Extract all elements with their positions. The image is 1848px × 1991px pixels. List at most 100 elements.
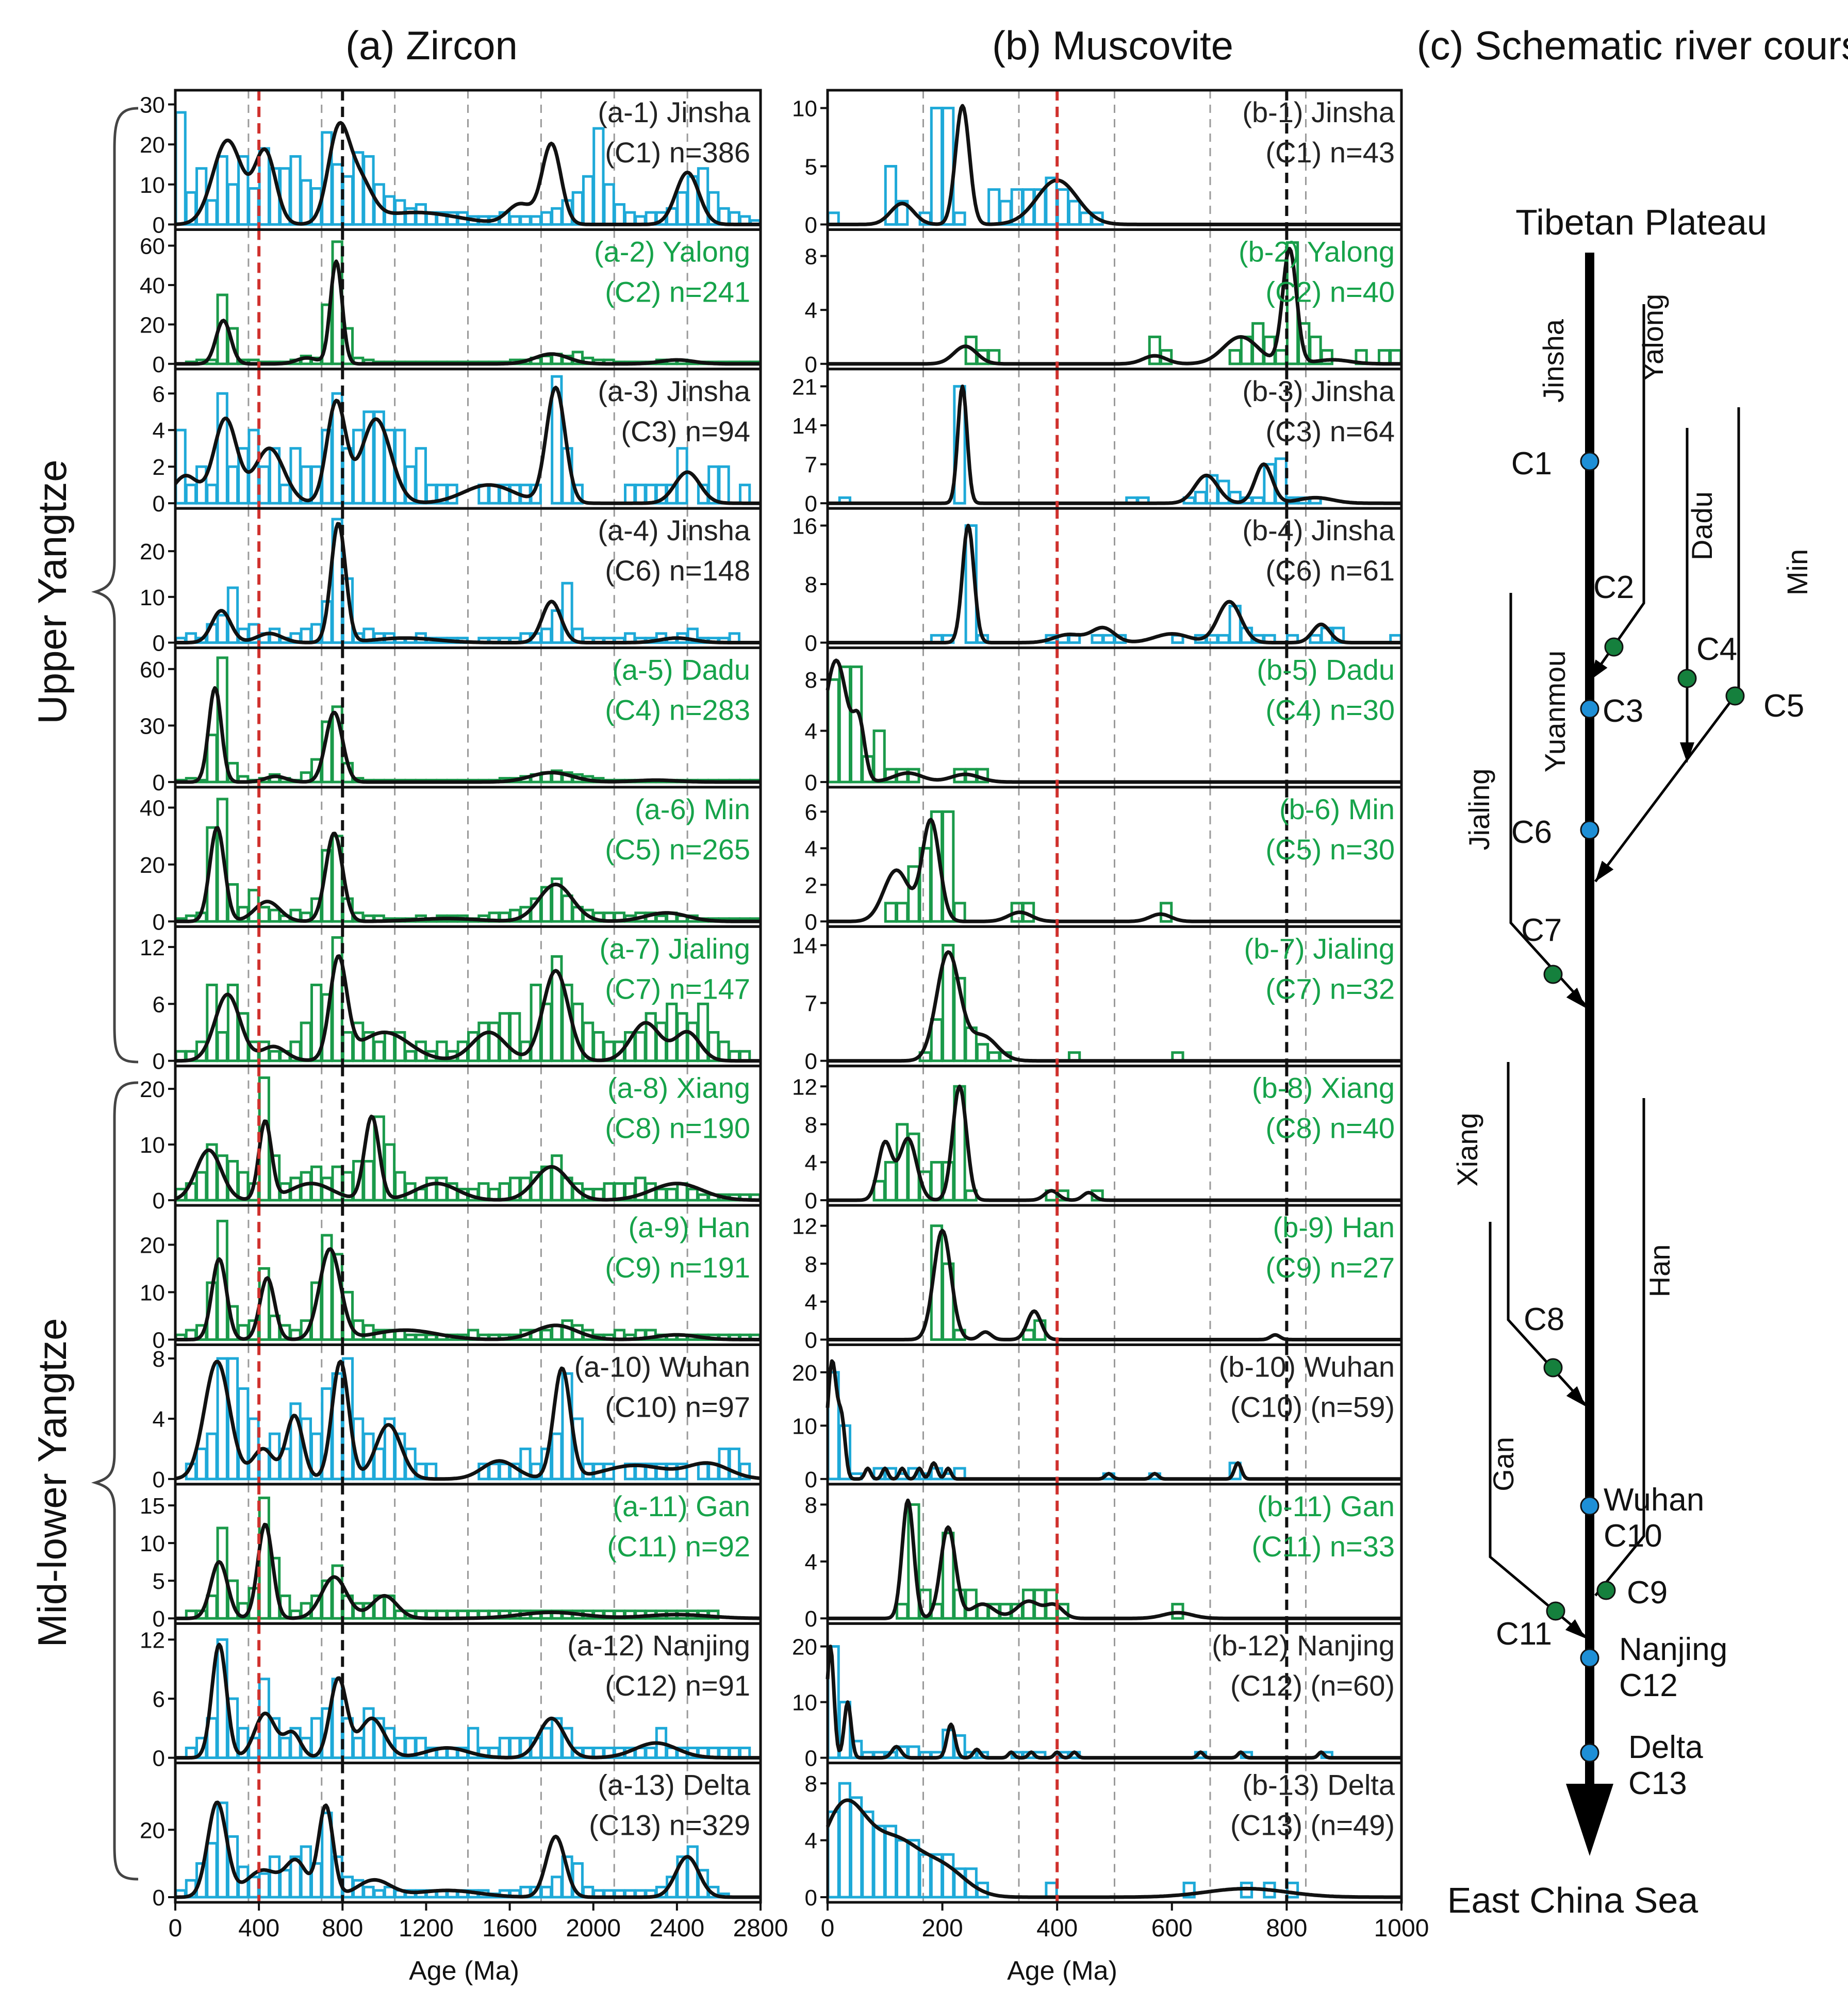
x-tick-label: 800 [1266, 1915, 1307, 1942]
histogram-bar [676, 447, 688, 505]
y-tick-label: 10 [140, 585, 165, 610]
histogram-bar [896, 1839, 909, 1899]
station-c3-marker[interactable] [1580, 699, 1599, 719]
histogram-bar [216, 1219, 228, 1341]
station-c10-marker[interactable] [1580, 1496, 1599, 1516]
histogram-bar [216, 155, 228, 226]
kde-curve [175, 1359, 761, 1481]
panel-sample-count: (C11) n=92 [607, 1530, 750, 1563]
panel-sample-count: (C7) n=32 [1265, 972, 1395, 1005]
histogram-bar [592, 1031, 605, 1063]
x-tick-label: 2000 [566, 1915, 621, 1942]
kde-curve [175, 1522, 761, 1620]
panel-label: (a-3) Jinsha [598, 375, 751, 407]
histogram-bar [1182, 1881, 1196, 1899]
station-c7-marker[interactable] [1543, 965, 1563, 984]
panel-label: (a-4) Jinsha [598, 514, 751, 546]
y-tick-label: 6 [153, 992, 165, 1017]
histogram-bar [258, 147, 270, 226]
jialing-arrowhead [1566, 987, 1586, 1008]
muscovite-title: (b) Muscovite [992, 23, 1233, 68]
y-tick-label: 7 [805, 991, 817, 1017]
y-tick-label: 0 [805, 1885, 817, 1911]
gan-river [1489, 1222, 1587, 1638]
trunk-arrowhead [1566, 1784, 1613, 1856]
y-tick-label: 20 [140, 1233, 165, 1258]
station-c12-marker[interactable] [1580, 1648, 1599, 1668]
histogram-bar [373, 1889, 385, 1899]
group-labels: Upper Yangtze Mid-lower Yangtze [29, 107, 139, 1881]
histogram-bar [425, 1333, 438, 1341]
panel-a-8: 0 10 20 (a-8) Xiang (C8) n=190 [140, 1065, 762, 1214]
histogram-bar [352, 1736, 365, 1760]
panel-label: (b-1) Jinsha [1242, 96, 1395, 128]
panel-b-4: 0 8 16 (b-4) Jinsha (C6) n=61 [792, 507, 1403, 656]
histogram-bar [226, 1305, 239, 1341]
histogram-bar [613, 203, 626, 226]
histogram-bar [540, 1727, 553, 1760]
y-tick-label: 0 [153, 1049, 165, 1074]
histogram-bar [571, 1417, 584, 1481]
station-c9-marker[interactable] [1596, 1581, 1616, 1600]
y-tick-label: 30 [140, 714, 165, 739]
y-tick-label: 0 [805, 1467, 817, 1492]
panel-sample-count: (C12) n=91 [605, 1669, 750, 1702]
histogram-bar [331, 1564, 343, 1620]
histogram-bar [383, 1031, 396, 1063]
histogram-bar [645, 1012, 657, 1063]
histogram-bar [258, 906, 270, 923]
panel-sample-count: (C13) (n=49) [1230, 1809, 1395, 1841]
y-tick-label: 0 [805, 631, 817, 656]
panel-label: (a-10) Wuhan [574, 1350, 750, 1383]
histogram-bar [551, 375, 563, 505]
gan-arrowhead [1565, 1619, 1586, 1638]
panel-sample-count: (C12) (n=60) [1230, 1669, 1395, 1702]
station-c11-marker[interactable] [1546, 1601, 1565, 1621]
histogram-bar [268, 1556, 281, 1620]
y-tick-label: 0 [153, 212, 165, 238]
station-c13-marker[interactable] [1580, 1743, 1599, 1763]
histogram-bar [896, 1603, 909, 1620]
histogram-bar [509, 215, 521, 226]
panel-b-5: 0 4 8 (b-5) Dadu (C4) n=30 [805, 646, 1403, 795]
histogram-bar [226, 883, 239, 923]
histogram-bar [551, 1432, 563, 1481]
station-c1-marker[interactable] [1580, 452, 1599, 471]
kde-curve [826, 1645, 1402, 1760]
histogram-bar [216, 613, 228, 644]
kde-curve [827, 1084, 1402, 1202]
histogram-bar [404, 1333, 417, 1341]
histogram-bar [987, 188, 1001, 226]
histogram-bar [300, 1021, 312, 1063]
histogram-bar [258, 1872, 270, 1899]
kde-curve [827, 246, 1402, 366]
histogram-bar [289, 155, 302, 226]
panel-sample-count: (C2) n=40 [1265, 275, 1395, 308]
histogram-bar [676, 191, 688, 226]
y-tick-label: 10 [792, 96, 817, 122]
station-c5-marker[interactable] [1725, 686, 1745, 706]
histogram-bar [352, 428, 365, 505]
panel-label: (a-11) Gan [613, 1490, 750, 1522]
station-c4-marker[interactable] [1677, 669, 1697, 688]
histogram-bar [488, 1463, 500, 1481]
river-label-xiang: Xiang [1451, 1113, 1483, 1186]
panel-label: (a-6) Min [635, 793, 750, 825]
station-c2-marker[interactable] [1604, 637, 1624, 657]
y-tick-label: 4 [805, 836, 817, 861]
min-arrowhead [1595, 860, 1614, 882]
station-c13-city: Delta [1628, 1730, 1703, 1765]
histogram-bar [1056, 1603, 1069, 1620]
histogram-bar [331, 163, 343, 226]
river-label-min: Min [1781, 549, 1813, 595]
y-tick-label: 0 [153, 1885, 165, 1911]
histogram-bar [655, 1187, 668, 1202]
y-tick-label: 0 [805, 1188, 817, 1214]
histogram-bar [206, 984, 218, 1063]
station-c6-marker[interactable] [1580, 820, 1599, 840]
histogram-bar [634, 1031, 647, 1063]
station-c8-marker[interactable] [1543, 1358, 1563, 1378]
panel-a-11: 0 5 10 15 (a-11) Gan (C11) n=92 [140, 1483, 762, 1632]
kde-curve [175, 1247, 761, 1341]
